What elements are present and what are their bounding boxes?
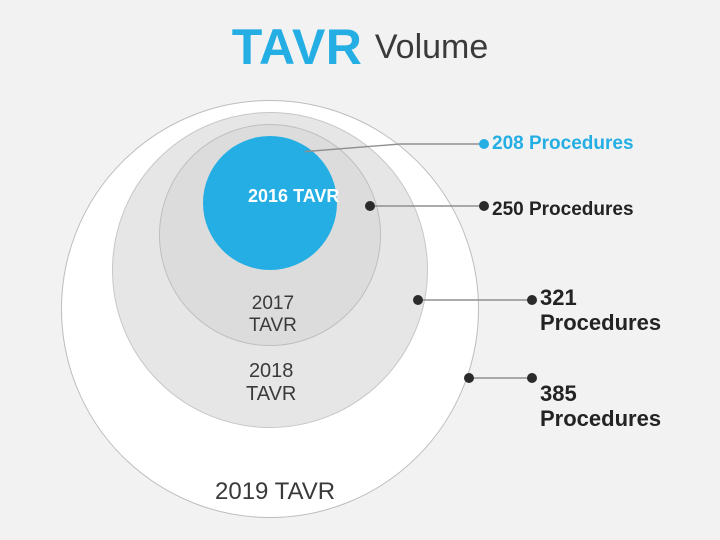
ring-2019-label: 2019 TAVR <box>215 478 335 506</box>
callout-2019-line2: Procedures <box>540 406 661 431</box>
ring-2018-year: 2018 <box>246 360 296 383</box>
end-dot-2019 <box>527 373 537 383</box>
ring-2017-sub: TAVR <box>249 315 297 337</box>
end-dot-2017 <box>479 201 489 211</box>
ring-2017-year: 2017 <box>249 293 297 315</box>
callout-2019: 385 Procedures <box>540 381 661 432</box>
end-dot-2018 <box>527 295 537 305</box>
callout-2016: 208 Procedures <box>492 133 634 155</box>
ring-2016-sub: TAVR <box>293 186 339 206</box>
callout-2018: 321 Procedures <box>540 285 661 336</box>
ring-2019-year: 2019 TAVR <box>215 478 335 505</box>
dot-2017 <box>365 201 375 211</box>
dot-2018 <box>413 295 423 305</box>
title-sub: Volume <box>375 28 488 66</box>
end-dot-2016 <box>479 139 489 149</box>
ring-2017-label: 2017 TAVR <box>249 293 297 337</box>
callout-2018-line2: Procedures <box>540 310 661 335</box>
ring-2016-year: 2016 <box>248 186 288 206</box>
callout-2016-text: 208 Procedures <box>492 133 634 154</box>
dot-2019 <box>464 373 474 383</box>
chart-title: TAVR Volume <box>0 18 720 76</box>
title-main: TAVR <box>232 19 363 75</box>
callout-2019-line1: 385 <box>540 381 577 406</box>
callout-2018-line1: 321 <box>540 285 577 310</box>
ring-2018-sub: TAVR <box>246 383 296 406</box>
ring-2018-label: 2018 TAVR <box>246 360 296 406</box>
callout-2017-text: 250 Procedures <box>492 199 634 220</box>
ring-2016-label: 2016 TAVR <box>248 186 339 208</box>
callout-2017: 250 Procedures <box>492 199 634 221</box>
dot-2016 <box>295 147 305 157</box>
stage: TAVR Volume 2016 TAVR 2017 TAVR 2018 TAV… <box>0 0 720 540</box>
